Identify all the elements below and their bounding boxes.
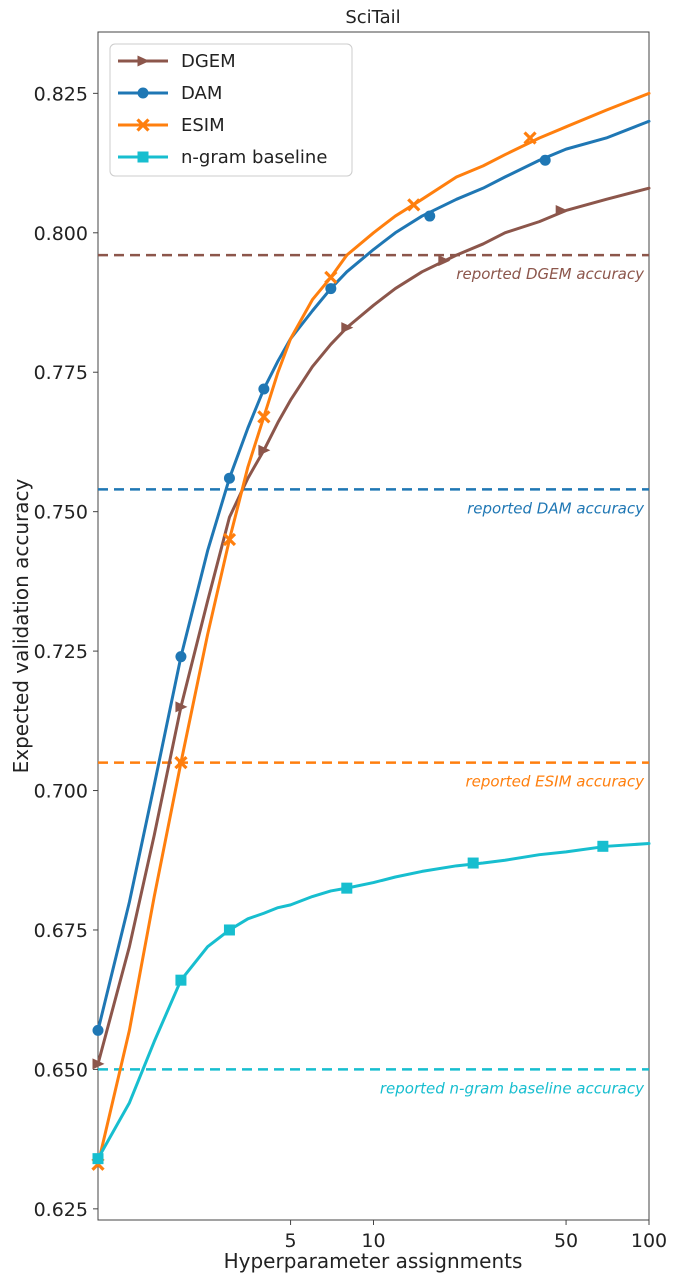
data-point — [407, 198, 421, 212]
data-point — [223, 472, 235, 484]
legend-item: ESIM — [118, 115, 225, 136]
legend-label: DGEM — [181, 51, 236, 72]
data-point — [467, 857, 479, 869]
series-line — [96, 842, 651, 1161]
x-axis-label: Hyperparameter assignments — [224, 1249, 523, 1273]
data-point — [258, 383, 270, 395]
data-point — [324, 270, 338, 285]
data-point — [325, 283, 337, 295]
reference-line-label: reported ESIM accuracy — [466, 773, 646, 791]
data-point — [523, 131, 537, 145]
y-tick-label: 0.825 — [34, 83, 88, 105]
x-tick-label: 100 — [631, 1230, 667, 1252]
series-line — [96, 119, 651, 1032]
data-point — [175, 701, 188, 713]
x-tick-label: 50 — [554, 1230, 578, 1252]
data-point — [175, 974, 187, 986]
y-tick-label: 0.800 — [34, 223, 88, 245]
legend-item: DGEM — [118, 51, 236, 72]
data-point — [223, 924, 235, 936]
legend-label: n-gram baseline — [181, 147, 327, 168]
legend-label: ESIM — [181, 115, 225, 136]
y-tick-label: 0.625 — [34, 1199, 88, 1221]
reference-line-label: reported DGEM accuracy — [456, 265, 645, 283]
data-point — [257, 410, 271, 424]
data-point — [341, 882, 353, 894]
y-tick-label: 0.725 — [34, 641, 88, 663]
series-dgem — [92, 186, 651, 1070]
data-point — [92, 1153, 104, 1165]
data-point — [555, 204, 568, 216]
y-axis-ticks: 0.625 0.650 0.675 0.700 0.725 0.750 0.775 0.800… — [34, 83, 98, 1221]
y-tick-label: 0.675 — [34, 920, 88, 942]
series-n-gram-baseline — [92, 840, 651, 1165]
data-point — [174, 756, 188, 770]
x-tick-label: 10 — [361, 1230, 385, 1252]
series-layer — [91, 91, 651, 1171]
data-point — [136, 118, 150, 132]
data-point — [175, 651, 187, 663]
legend-label: DAM — [181, 83, 222, 104]
x-tick-label: 5 — [285, 1230, 297, 1252]
data-point — [258, 444, 271, 456]
y-axis-label: Expected validation accuracy — [9, 478, 33, 773]
data-point — [137, 55, 150, 67]
data-point — [539, 154, 551, 166]
legend-box — [109, 43, 353, 177]
x-axis-ticks: 5 10 50 100 — [285, 1220, 667, 1252]
y-tick-label: 0.775 — [34, 362, 88, 384]
legend-item: n-gram baseline — [118, 147, 327, 168]
chart-title: SciTail — [345, 7, 400, 28]
data-point — [92, 1058, 105, 1070]
y-tick-label: 0.700 — [34, 781, 88, 803]
y-tick-label: 0.750 — [34, 502, 88, 524]
data-point — [222, 532, 237, 547]
legend: DGEM DAM ESIM n-gram baseline — [109, 43, 353, 177]
series-dam — [92, 119, 651, 1036]
reference-lines: reported DGEM accuracy reported DAM accur… — [98, 253, 649, 1097]
reference-line-label: reported DAM accuracy — [467, 499, 645, 517]
data-point — [438, 255, 451, 267]
reference-line-label: reported n-gram baseline accuracy — [380, 1079, 645, 1097]
data-point — [137, 151, 149, 163]
data-point — [137, 87, 149, 99]
y-tick-label: 0.650 — [34, 1059, 88, 1081]
data-point — [597, 840, 609, 852]
legend-item: DAM — [118, 83, 222, 104]
series-line — [96, 186, 651, 1066]
data-point — [92, 1024, 104, 1036]
data-point — [424, 210, 436, 222]
data-point — [341, 322, 354, 334]
